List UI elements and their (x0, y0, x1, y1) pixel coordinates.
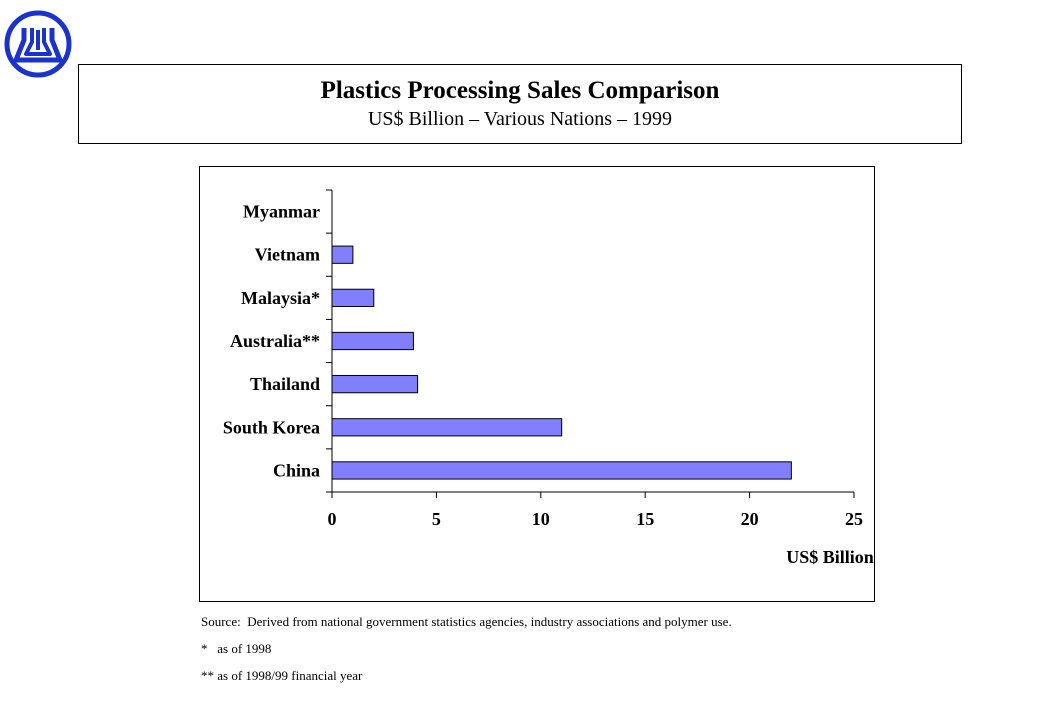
footnote-financial-year: ** as of 1998/99 financial year (201, 668, 363, 683)
category-label: Thailand (250, 374, 320, 394)
chart-title: Plastics Processing Sales Comparison (320, 77, 720, 104)
category-label: South Korea (223, 417, 320, 437)
category-label: Malaysia* (241, 288, 320, 308)
bar-thailand (331, 375, 419, 394)
x-tick-label: 10 (532, 509, 550, 529)
bar-malaysia (331, 288, 375, 307)
bar-chart: 0 5 10 15 20 25 Myanmar Vietnam Malaysia* Austral… (223, 189, 874, 567)
category-label: Australia** (230, 331, 320, 351)
x-axis-title: US$ Billion (786, 547, 874, 567)
x-tick-label: 5 (432, 509, 441, 529)
bar-china (331, 461, 792, 480)
footnote-1998: * as of 1998 (201, 641, 272, 656)
source-note: Source: Derived from national government… (201, 614, 732, 629)
company-logo (4, 10, 72, 78)
title-box: Plastics Processing Sales Comparison US$… (78, 64, 962, 144)
notes: Source: Derived from national government… (201, 614, 732, 695)
x-tick-label: 0 (328, 509, 337, 529)
bar-vietnam (331, 245, 354, 264)
company-logo-icon (4, 10, 72, 78)
bar-australia (331, 331, 414, 351)
chart-subtitle: US$ Billion – Various Nations – 1999 (367, 108, 673, 130)
category-label: Myanmar (243, 202, 320, 222)
chart-frame: 0 5 10 15 20 25 Myanmar Vietnam Malaysia* Austral… (199, 166, 875, 602)
bar-southkorea (331, 418, 563, 437)
category-label: Vietnam (255, 245, 320, 265)
category-label: China (273, 460, 320, 480)
x-tick-label: 20 (741, 509, 759, 529)
x-tick-label: 25 (845, 509, 863, 529)
x-tick-label: 15 (636, 509, 654, 529)
